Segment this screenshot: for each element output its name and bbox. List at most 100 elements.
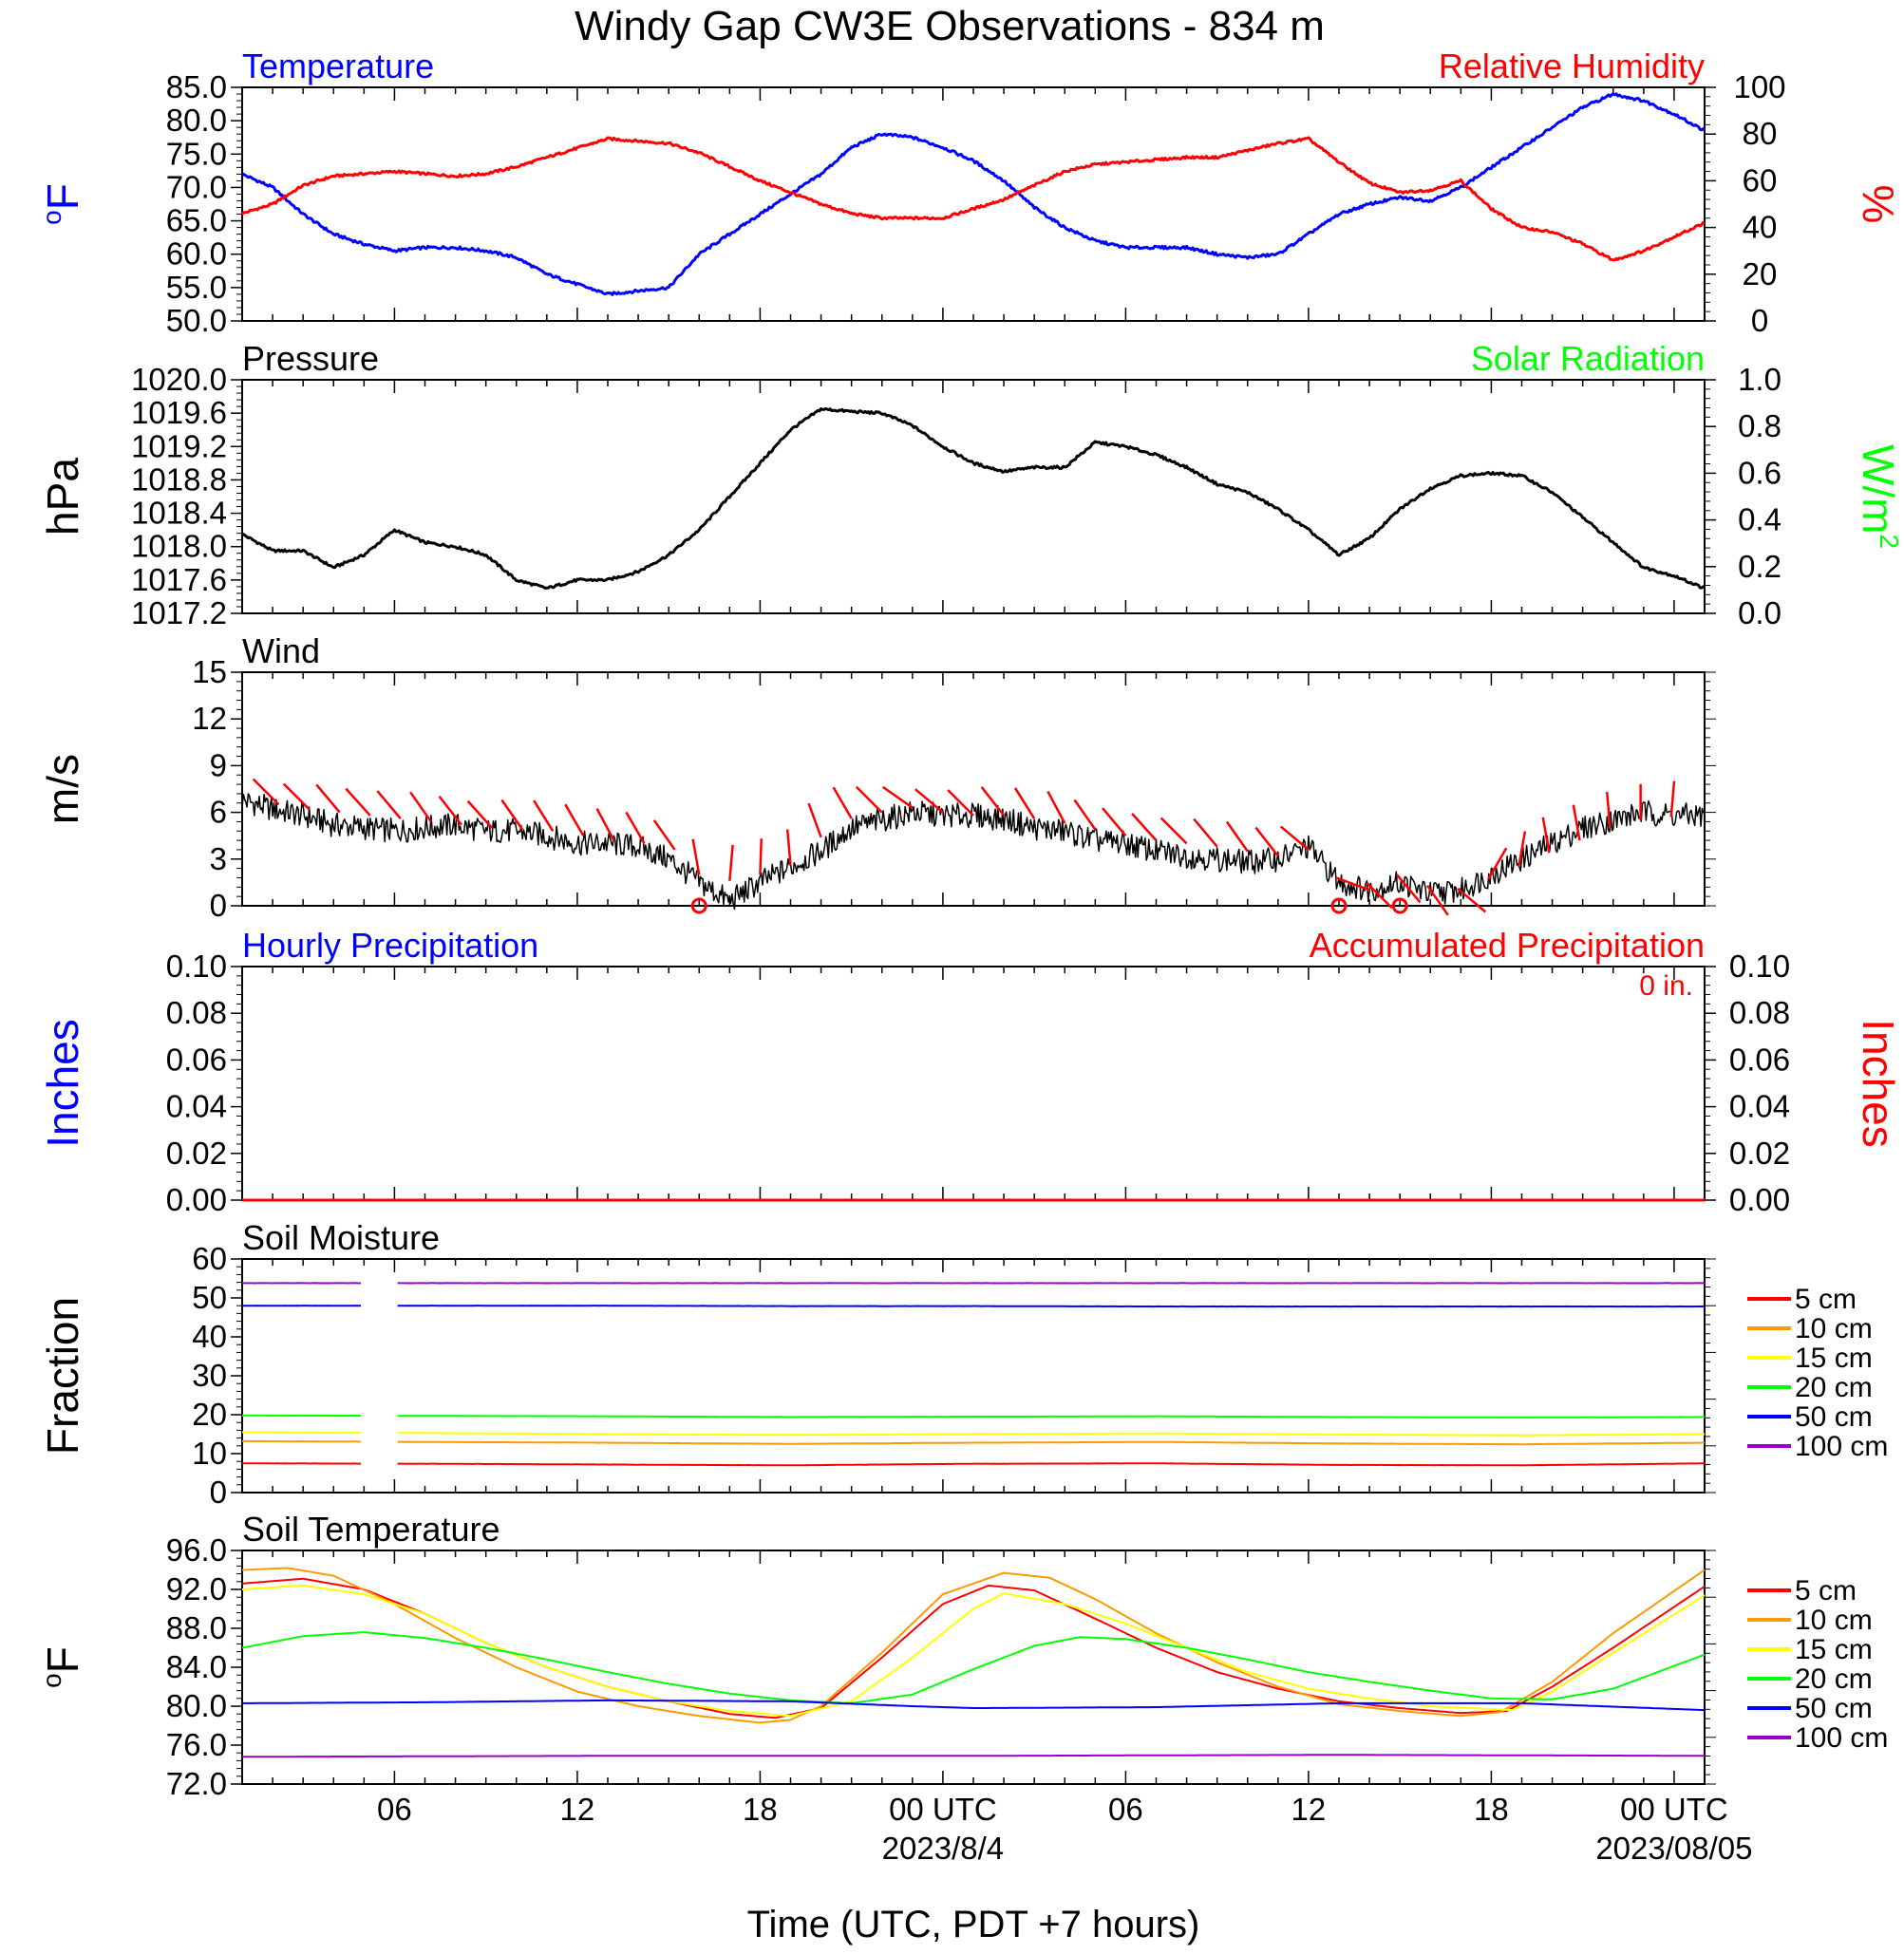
wind-barb [438,796,462,826]
calm-marker [690,897,707,914]
precip-total-label: 0 in. [1639,970,1693,1002]
panel-title-left: Hourly Precipitation [242,926,538,965]
time-tick-label: 00 UTC [889,1792,997,1827]
y-axis-label-left: oF [37,1646,87,1688]
wind-barb [691,838,701,875]
legend-label: 100 cm [1795,1431,1888,1462]
wind-barb [625,811,646,845]
left-axis-tick-label: 70.0 [166,169,227,204]
left-axis-tick-label: 80.0 [166,103,227,138]
soil-temperature-10-cm-line [241,1567,1706,1724]
time-tick-label: 12 [560,1792,595,1827]
plot-frame [241,1258,1706,1494]
left-axis-tick-label: 0 [210,888,227,923]
wind-barb [1073,799,1097,831]
wind-barb [564,803,585,836]
left-axis-tick-label: 1017.2 [131,595,227,630]
temp-rh-temperature-line [241,92,1706,296]
right-axis-tick-label: 0.8 [1738,408,1781,443]
legend-label: 5 cm [1795,1575,1857,1606]
wind-barb [345,787,371,817]
soil-moisture-5-cm-line [241,1462,1705,1467]
left-axis-tick-label: 1018.0 [131,529,227,564]
time-tick-label: 00 UTC [1620,1792,1728,1827]
left-axis-tick-label: 6 [210,795,227,830]
legend-label: 20 cm [1795,1372,1873,1403]
right-axis-tick-label: 0 [1751,303,1768,338]
wind-panel: Wind 15 12 9 6 3 0 m/s [38,631,1716,923]
left-axis-tick-label: 0.02 [166,1136,227,1171]
soil-temperature-panel: Soil Temperature 96.092.0 88.0 84.0 80.0 76.0… [37,1510,1888,1801]
left-axis-tick-label: 72.0 [166,1766,227,1801]
left-axis-tick-label: 40 [192,1319,227,1354]
left-axis-tick-label: 30 [192,1358,227,1393]
y-axis-label-right: % [1854,185,1903,224]
right-axis-tick-label: 40 [1743,210,1778,245]
y-axis-label-left: oF [37,183,87,225]
calm-marker [1330,897,1348,914]
left-axis-tick-label: 80.0 [166,1688,227,1723]
wind-barb [1225,820,1249,853]
right-axis-tick-label: 60 [1743,162,1778,197]
left-axis-tick-label: 96.0 [166,1532,227,1568]
wind-barb [376,790,402,819]
right-axis-tick-label: 100 [1733,69,1785,104]
soil-temperature-20-cm-line [241,1631,1706,1704]
plot-frame [241,379,1706,614]
wind-barb [947,789,974,817]
wind-barb [832,786,853,819]
figure-title: Windy Gap CW3E Observations - 834 m [575,3,1325,49]
time-tick-label: 18 [743,1792,778,1827]
time-tick-label: 18 [1474,1792,1509,1827]
left-axis-tick-label: 1019.2 [131,428,227,463]
y-axis-label-right: Inches [1854,1019,1903,1148]
legend-label: 10 cm [1795,1605,1873,1636]
left-axis-tick-label: 0.10 [166,949,227,984]
left-axis-tick-label: 60 [192,1241,227,1276]
left-axis-tick-label: 1020.0 [131,362,227,397]
time-tick-label: 12 [1291,1792,1327,1827]
left-axis-tick-label: 50 [192,1280,227,1315]
left-axis-tick-label: 0.04 [166,1089,227,1124]
wind-barb [1572,804,1581,841]
left-axis-tick-label: 0 [210,1475,227,1510]
right-axis-tick-label: 80 [1743,116,1778,151]
wind-barb [1102,807,1127,837]
wind-barb [1280,825,1310,851]
right-axis-tick-label: 0.02 [1729,1136,1790,1171]
wind-barb [282,782,311,811]
pressure-solar-panel: Pressure Solar Radiation 1020.01019.61019.… [38,339,1904,630]
right-axis-tick-label: 0.6 [1738,455,1781,490]
wind-barb [652,819,676,851]
time-tick-label: 06 [1108,1792,1143,1827]
wind-barb [1335,876,1370,892]
left-axis-tick-label: 65.0 [166,203,227,238]
calm-marker [1391,897,1408,914]
wind-barb [500,799,524,831]
time-tick-label: 06 [377,1792,412,1827]
left-axis-tick-label: 1018.8 [131,461,227,497]
wind-barb [1254,826,1279,857]
left-axis-tick-label: 55.0 [166,270,227,305]
legend-label: 10 cm [1795,1313,1873,1344]
wind-barb [1541,817,1551,854]
left-axis-tick-label: 20 [192,1397,227,1432]
wind-barb [1365,881,1393,910]
wind-barb [1518,831,1527,868]
legend-label: 5 cm [1795,1284,1857,1315]
chart-panels: Temperature Relative Humidity85.080.075.0… [37,47,1904,1801]
wind-barb [1669,780,1676,817]
wind-barb [1131,813,1158,841]
wind-barb [1605,792,1612,829]
temp-rh-relative-humidity-line [240,136,1706,262]
left-axis-tick-label: 84.0 [166,1649,227,1684]
legend-label: 100 cm [1795,1722,1888,1754]
left-axis-tick-label: 50.0 [166,303,227,338]
wind-barb [1013,787,1036,819]
y-axis-label-left: m/s [38,754,87,824]
legend-label: 15 cm [1795,1343,1873,1374]
wind-barb [1487,847,1508,880]
precip-panel: Hourly Precipitation Accumulated Precipit… [38,926,1903,1217]
temp-rh-panel: Temperature Relative Humidity 85.080.075.0… [37,47,1903,338]
legend-label: 50 cm [1795,1401,1873,1433]
